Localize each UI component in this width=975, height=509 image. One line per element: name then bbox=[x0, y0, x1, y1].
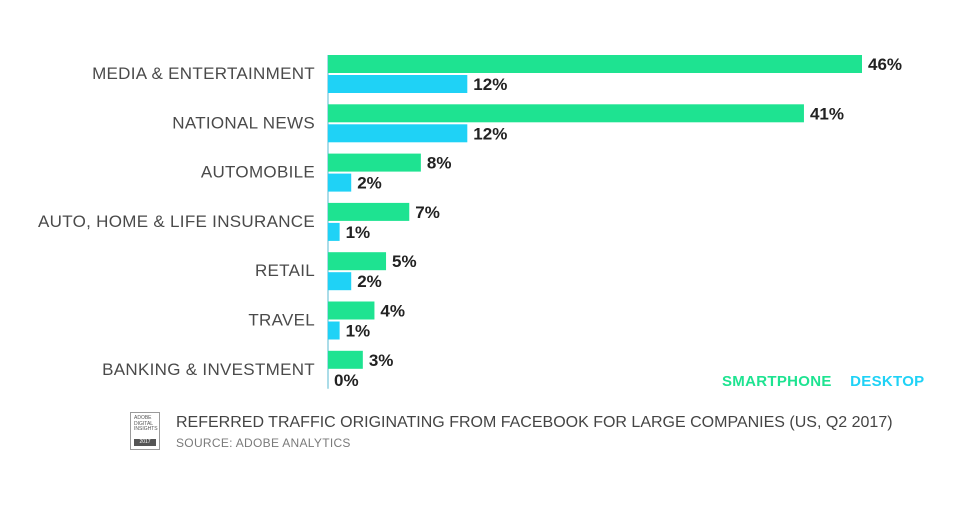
bar-smartphone bbox=[328, 55, 862, 73]
badge-line: DIGITAL bbox=[134, 420, 154, 427]
bar-smartphone bbox=[328, 252, 387, 271]
bar-smartphone bbox=[328, 153, 421, 172]
data-label: 7% bbox=[415, 203, 440, 222]
bar-desktop bbox=[328, 272, 352, 291]
category-label: MEDIA & ENTERTAINMENT bbox=[92, 64, 315, 83]
data-label: 12% bbox=[473, 75, 507, 94]
category-label: RETAIL bbox=[255, 261, 315, 280]
data-label: 2% bbox=[357, 174, 382, 193]
badge-year: 2017 bbox=[134, 439, 156, 446]
bar-desktop bbox=[328, 321, 340, 340]
bar-smartphone bbox=[328, 202, 410, 221]
data-label: 46% bbox=[868, 55, 902, 74]
chart-title: REFERRED TRAFFIC ORIGINATING FROM FACEBO… bbox=[176, 414, 893, 431]
data-label: 41% bbox=[810, 104, 844, 123]
data-label: 1% bbox=[346, 322, 371, 341]
legend-desktop: DESKTOP bbox=[850, 373, 925, 390]
bar-smartphone bbox=[328, 104, 804, 123]
chart-source: SOURCE: ADOBE ANALYTICS bbox=[176, 436, 351, 450]
adobe-digital-insights-logo: ADOBE DIGITAL INSIGHTS 2017 bbox=[130, 412, 160, 450]
category-label: AUTOMOBILE bbox=[201, 163, 315, 182]
bar-smartphone bbox=[328, 301, 375, 320]
bar-smartphone bbox=[328, 350, 363, 369]
bar-desktop bbox=[328, 124, 468, 143]
category-label: AUTO, HOME & LIFE INSURANCE bbox=[38, 212, 315, 231]
badge-line: INSIGHTS bbox=[134, 426, 158, 432]
data-label: 0% bbox=[334, 371, 359, 390]
legend: SMARTPHONE DESKTOP bbox=[722, 373, 938, 390]
category-label: TRAVEL bbox=[248, 311, 315, 330]
bar-desktop bbox=[328, 173, 352, 192]
bar-desktop bbox=[328, 222, 340, 241]
data-label: 3% bbox=[369, 351, 394, 370]
data-label: 4% bbox=[380, 302, 405, 321]
bar-desktop bbox=[328, 75, 468, 93]
data-label: 1% bbox=[346, 223, 371, 242]
category-label: NATIONAL NEWS bbox=[172, 113, 315, 132]
category-label: BANKING & INVESTMENT bbox=[102, 360, 315, 379]
data-label: 5% bbox=[392, 252, 417, 271]
data-label: 12% bbox=[473, 124, 507, 143]
legend-smartphone: SMARTPHONE bbox=[722, 373, 832, 390]
data-label: 8% bbox=[427, 154, 452, 173]
badge-line: ADOBE bbox=[134, 415, 152, 421]
data-label: 2% bbox=[357, 272, 382, 291]
